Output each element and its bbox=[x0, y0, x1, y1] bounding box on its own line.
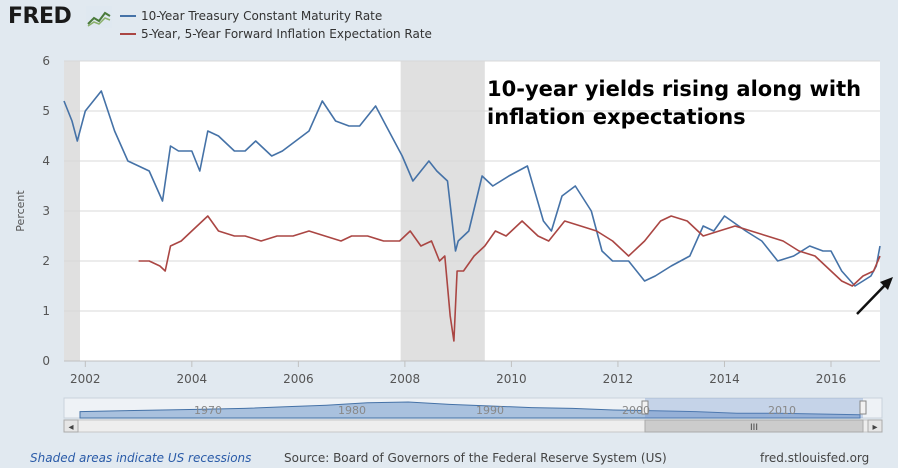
navigator-label-1970: 1970 bbox=[194, 404, 222, 417]
scroll-left-button[interactable] bbox=[63, 419, 79, 433]
scrollbar-grip: III bbox=[750, 423, 758, 433]
chart-area: 0 1 2 3 4 5 6 Percent 2002 2004 2006 2008 2010 2012 20… bbox=[14, 54, 893, 433]
y-tick-label-4: 4 bbox=[42, 154, 50, 168]
y-tick-label-5: 5 bbox=[42, 104, 50, 118]
recession-note: Shaded areas indicate US recessions bbox=[30, 451, 252, 465]
legend-entry-treasury[interactable]: 10-Year Treasury Constant Maturity Rate bbox=[120, 9, 382, 23]
site-link[interactable]: fred.stlouisfed.org bbox=[760, 451, 870, 465]
source-note: Source: Board of Governors of the Federa… bbox=[284, 451, 667, 465]
y-tick-label-0: 0 bbox=[42, 354, 50, 368]
chart-header: FRED 10-Year Treasury Constant Maturity … bbox=[0, 0, 898, 48]
navigator-label-2010: 2010 bbox=[768, 404, 796, 417]
scrollbar-thumb[interactable] bbox=[644, 419, 864, 433]
annotation-line-2: inflation expectations bbox=[487, 105, 746, 129]
legend-entry-inflation[interactable]: 5-Year, 5-Year Forward Inflation Expecta… bbox=[120, 27, 432, 41]
x-tick-label-2008: 2008 bbox=[390, 372, 421, 386]
navigator-series bbox=[79, 401, 861, 419]
navigator-label-1990: 1990 bbox=[476, 404, 504, 417]
y-tick-label-2: 2 bbox=[42, 254, 50, 268]
legend-label-treasury: 10-Year Treasury Constant Maturity Rate bbox=[141, 9, 383, 23]
x-tick-label-2010: 2010 bbox=[496, 372, 527, 386]
x-tick-label-2004: 2004 bbox=[177, 372, 208, 386]
navigator-selection[interactable] bbox=[645, 398, 863, 418]
annotation-arrow bbox=[856, 281, 889, 315]
navigator-label-1980: 1980 bbox=[338, 404, 366, 417]
x-tick-label-2014: 2014 bbox=[709, 372, 740, 386]
chart-footer: Shaded areas indicate US recessions Sour… bbox=[0, 448, 898, 468]
series-line-inflation[interactable] bbox=[138, 215, 881, 342]
y-tick-label-6: 6 bbox=[42, 54, 50, 68]
x-tick-label-2016: 2016 bbox=[816, 372, 847, 386]
series-line-treasury[interactable] bbox=[63, 90, 881, 287]
x-tick-label-2012: 2012 bbox=[603, 372, 634, 386]
navigator-label-2000: 2000 bbox=[622, 404, 650, 417]
y-tick-label-1: 1 bbox=[42, 304, 50, 318]
x-tick-label-2002: 2002 bbox=[70, 372, 101, 386]
navigator-handle-right[interactable] bbox=[859, 400, 867, 415]
navigator-handle-left[interactable] bbox=[641, 400, 649, 415]
x-tick-label-2006: 2006 bbox=[283, 372, 314, 386]
fred-logo[interactable]: FRED bbox=[8, 4, 72, 29]
legend-swatch-treasury bbox=[120, 14, 136, 17]
scroll-right-button[interactable] bbox=[867, 419, 883, 433]
scroll-left-icon: ◂ bbox=[68, 422, 73, 433]
scroll-right-icon: ▸ bbox=[872, 422, 877, 433]
legend-swatch-inflation bbox=[120, 32, 136, 35]
legend-label-inflation: 5-Year, 5-Year Forward Inflation Expecta… bbox=[141, 27, 432, 41]
annotation-arrowhead bbox=[880, 277, 893, 290]
y-axis-label: Percent bbox=[14, 190, 27, 232]
y-tick-label-3: 3 bbox=[42, 204, 50, 218]
line-chart-icon bbox=[86, 6, 112, 28]
annotation-line-1: 10-year yields rising along with bbox=[487, 77, 861, 101]
